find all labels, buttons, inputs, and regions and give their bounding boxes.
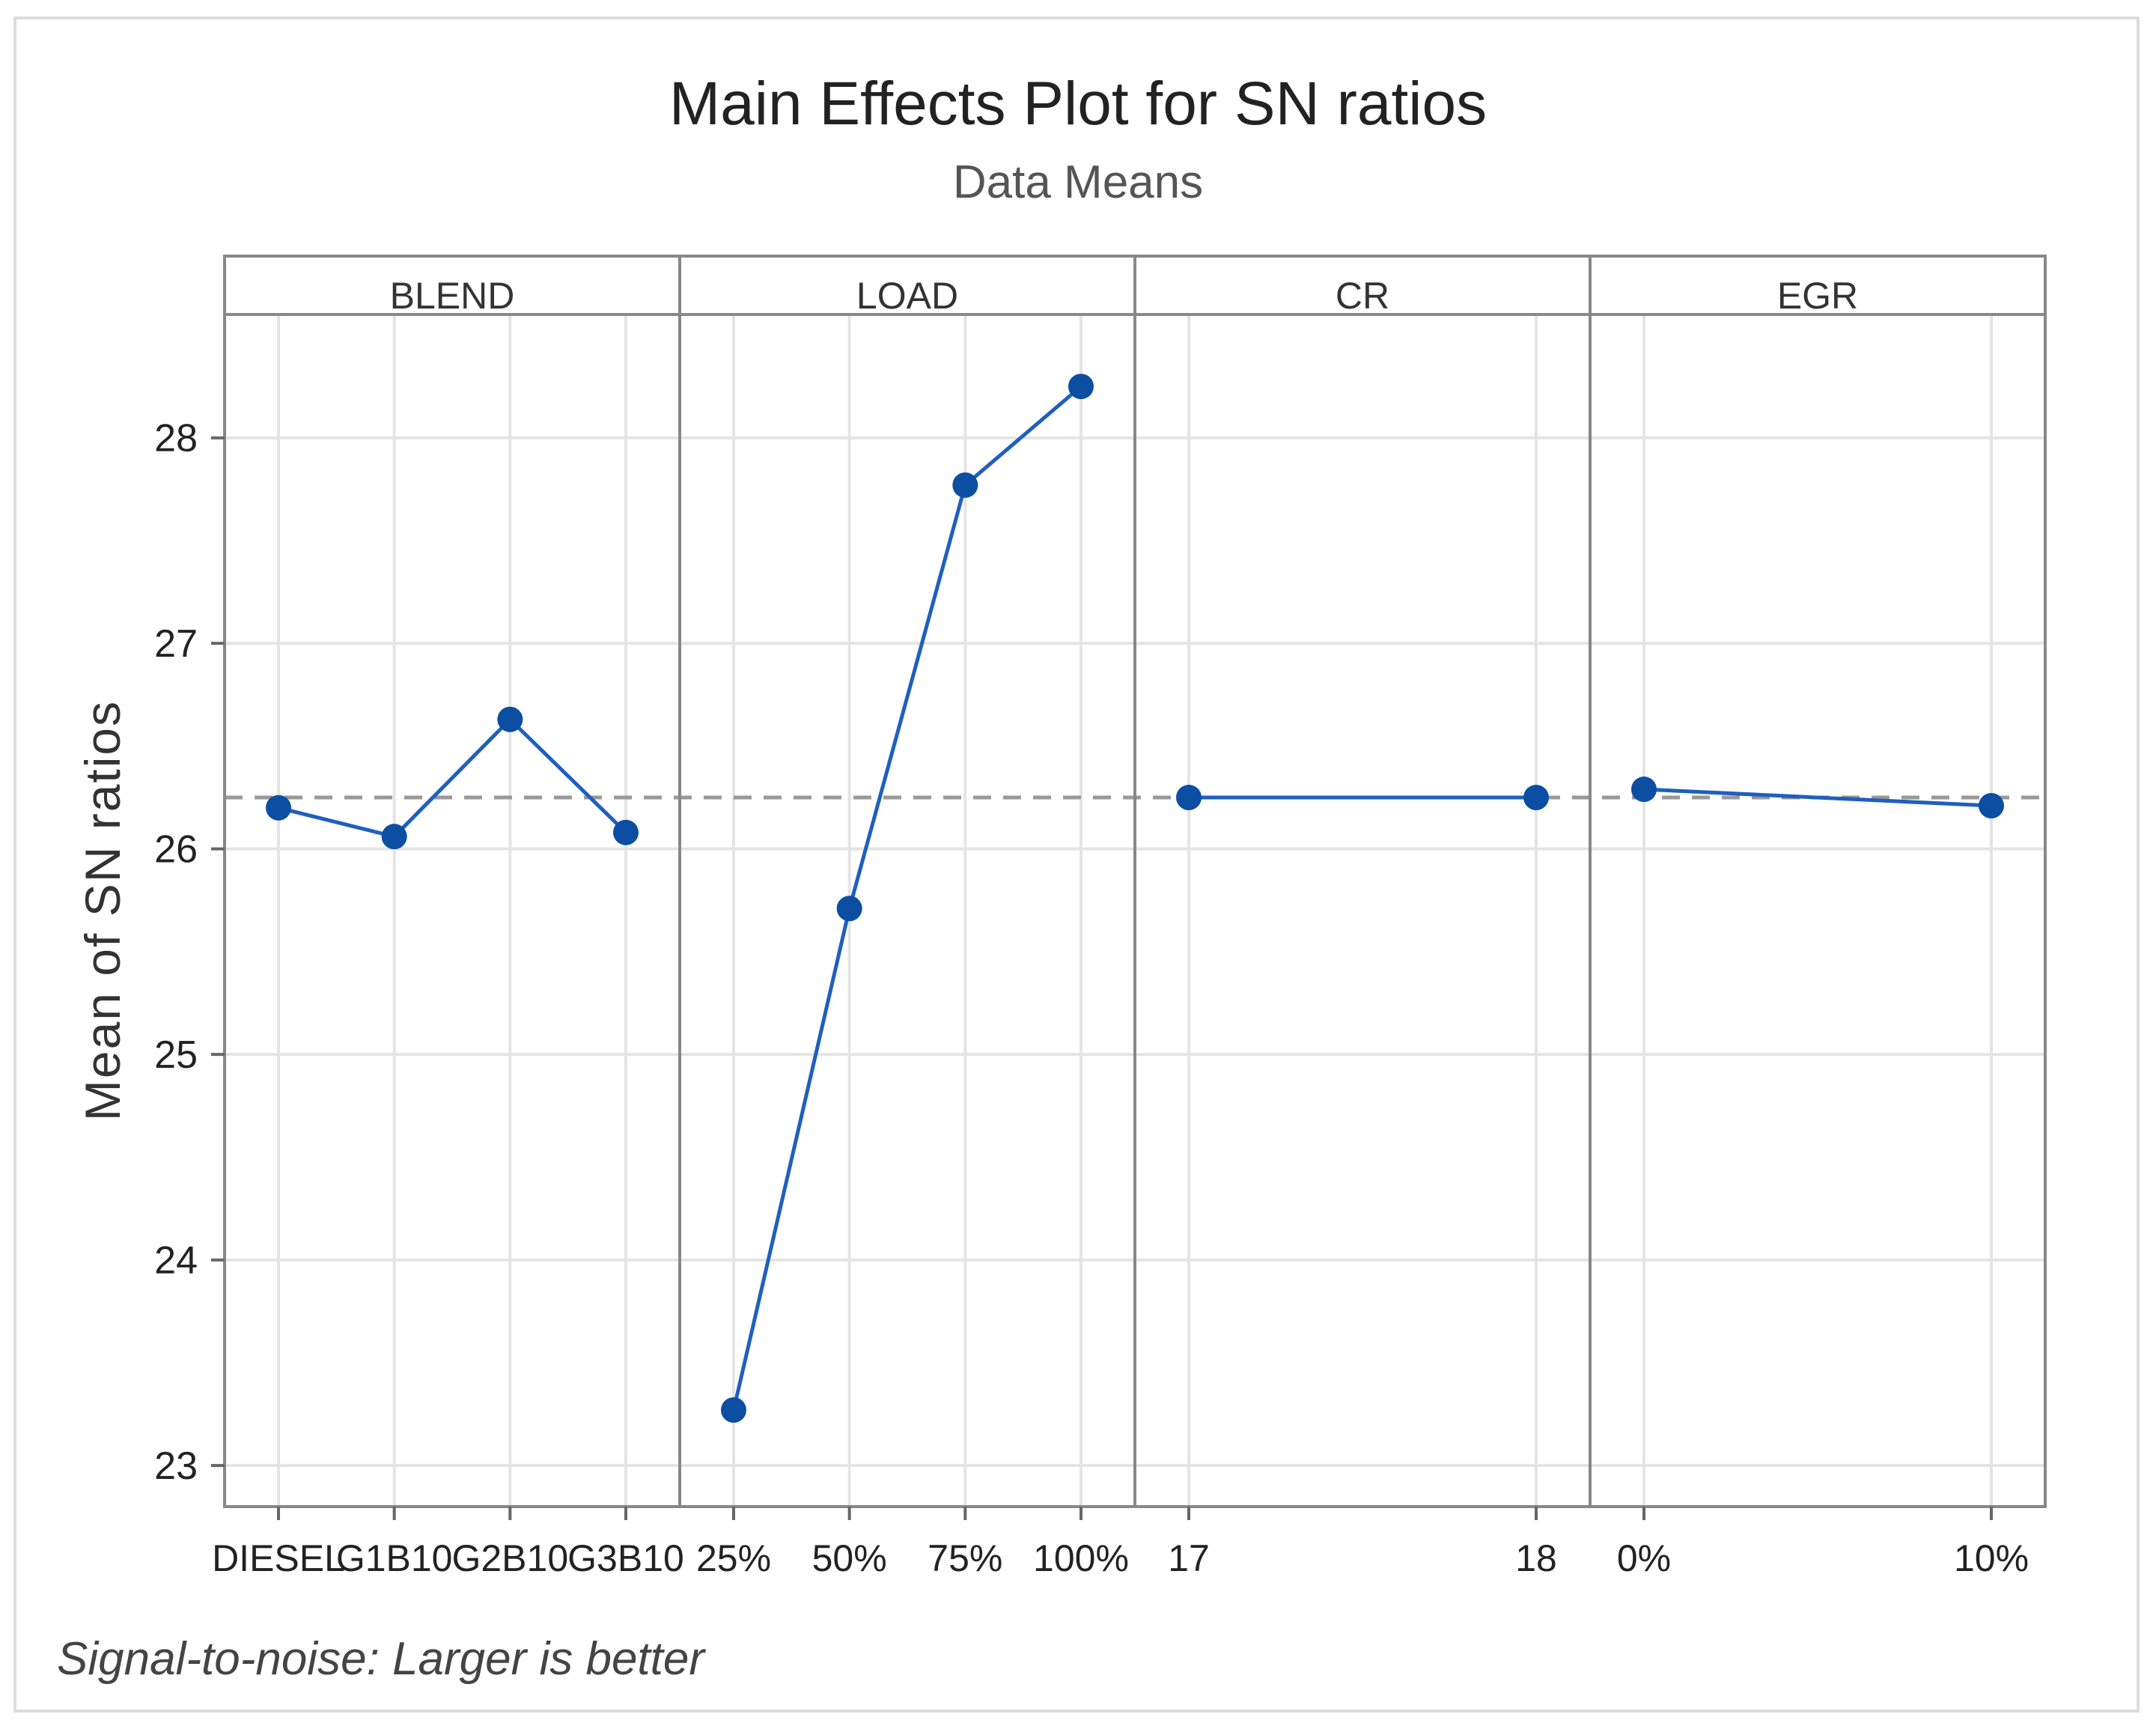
x-tick-label: 17 — [1168, 1537, 1210, 1579]
data-point-load-0 — [721, 1397, 746, 1423]
y-tick-label: 24 — [154, 1239, 198, 1283]
x-tick-label: G2B10 — [451, 1537, 568, 1579]
y-tick-label: 23 — [154, 1444, 198, 1488]
panel-header-cr: CR — [1336, 275, 1389, 317]
x-tick-label: 25% — [696, 1537, 771, 1579]
panel-border — [225, 256, 680, 1507]
panel-border — [1135, 256, 1590, 1507]
panel-border — [680, 256, 1135, 1507]
data-point-egr-0 — [1631, 777, 1657, 802]
data-point-egr-1 — [1979, 793, 2004, 818]
main-effects-chart: BLEND LOAD CR EGR 23 24 25 26 27 28 Mean of SN rat… — [0, 0, 2156, 1732]
x-tick-label: DIESEL — [212, 1537, 345, 1579]
panel-header-load: LOAD — [856, 275, 958, 317]
y-tick-label: 25 — [154, 1033, 198, 1077]
x-tick-label: 50% — [812, 1537, 887, 1579]
data-point-load-3 — [1068, 374, 1094, 399]
data-point-blend-2 — [497, 707, 523, 732]
x-tick-label: 100% — [1033, 1537, 1129, 1579]
y-tick-label: 27 — [154, 622, 198, 666]
series-line-blend — [278, 720, 626, 836]
x-tick-label: 10% — [1954, 1537, 2029, 1579]
data-point-blend-3 — [613, 820, 639, 845]
data-point-blend-1 — [382, 824, 407, 849]
data-point-cr-1 — [1523, 785, 1549, 810]
data-point-load-1 — [837, 896, 862, 921]
data-point-blend-0 — [266, 795, 291, 821]
y-tick-label: 28 — [154, 417, 198, 461]
series-line-load — [734, 386, 1081, 1410]
x-tick-label: G3B10 — [567, 1537, 684, 1579]
panel-border — [1590, 256, 2045, 1507]
panel-header-blend: BLEND — [390, 275, 515, 317]
panel-header-egr: EGR — [1777, 275, 1858, 317]
x-tick-label: 75% — [928, 1537, 1002, 1579]
y-tick-label: 26 — [154, 828, 198, 872]
x-tick-label: 18 — [1515, 1537, 1557, 1579]
x-tick-label: G1B10 — [336, 1537, 453, 1579]
data-point-load-2 — [952, 472, 978, 498]
y-axis-label: Mean of SN ratios — [75, 700, 130, 1121]
x-tick-label: 0% — [1617, 1537, 1671, 1579]
data-point-cr-0 — [1176, 785, 1202, 810]
